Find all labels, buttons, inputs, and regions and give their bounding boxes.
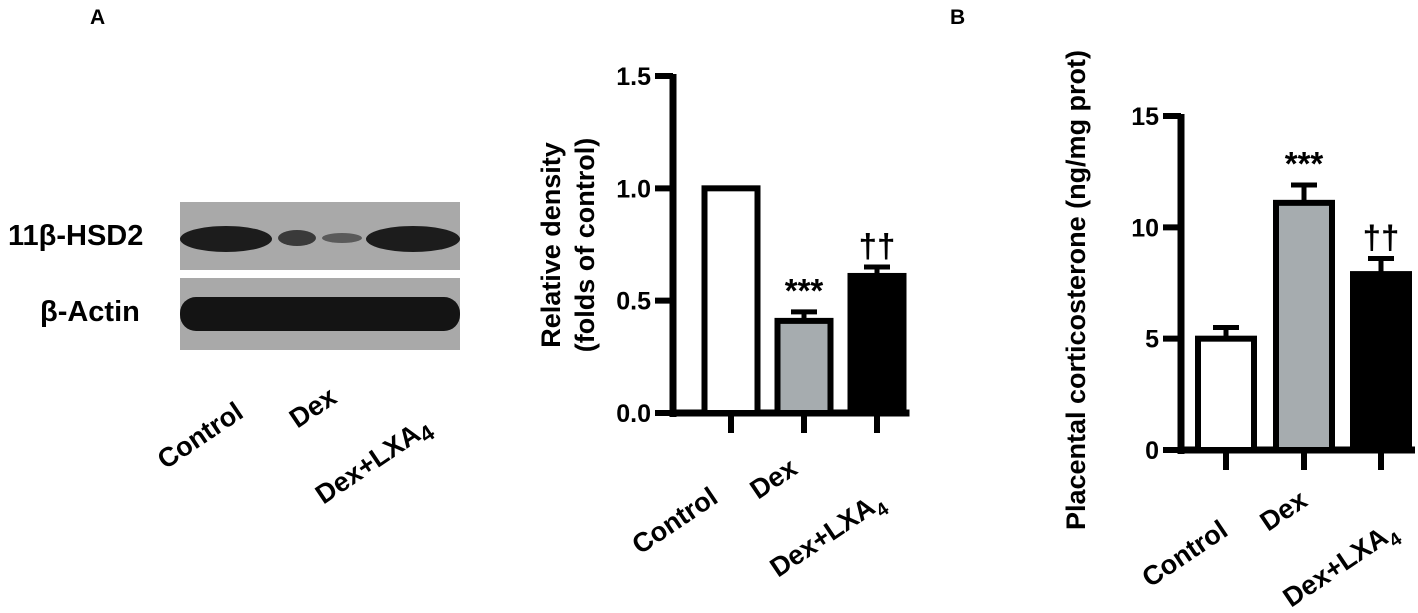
x-category-label: Dex xyxy=(1255,484,1313,537)
bar xyxy=(847,272,907,416)
y-axis-title-line: Placental corticosterone (ng/mg prot) xyxy=(1061,50,1091,530)
chart-placental-corticosterone: 0 5 10 15 *** †† Placental corticosterone (ng/… xyxy=(1061,50,1415,613)
x-category-label-text: Control xyxy=(1137,514,1233,593)
bar xyxy=(701,185,761,416)
panel-label-a: A xyxy=(90,6,106,29)
x-category-label-text: Dex+LXA xyxy=(765,491,881,583)
y-tick-label: 0 xyxy=(1145,437,1159,465)
y-axis-title-line: Relative density xyxy=(536,142,566,348)
x-category-label-text: Dex xyxy=(1255,484,1313,537)
blot-band xyxy=(366,226,460,252)
chart-relative-density: 0.0 0.5 1.0 1.5 *** †† Relative density (folds … xyxy=(536,63,910,589)
bar xyxy=(1273,199,1335,453)
y-axis-title: Placental corticosterone (ng/mg prot) xyxy=(1061,50,1091,530)
x-category-label: Dex+LXA4 xyxy=(1278,515,1407,613)
y-tick-label: 5 xyxy=(1145,326,1159,354)
y-tick-label: 10 xyxy=(1131,214,1159,242)
blot-band xyxy=(278,230,316,246)
blot-band xyxy=(180,226,272,252)
x-category-label: Control xyxy=(1137,514,1233,593)
panel-label-b: B xyxy=(950,6,966,29)
x-category-label: Control xyxy=(627,481,723,560)
bar xyxy=(1350,271,1412,453)
significance-label: *** xyxy=(785,272,824,309)
x-category-label-text: Control xyxy=(627,481,723,560)
blot-band-label-hsd2: 11β-HSD2 xyxy=(8,220,144,252)
bar xyxy=(774,317,834,416)
y-tick-label: 0.0 xyxy=(616,400,651,428)
x-category-label: Dex xyxy=(745,452,803,505)
y-axis-title-line: (folds of control) xyxy=(570,138,600,352)
blot-band xyxy=(180,297,460,331)
blot-strip-actin xyxy=(180,278,460,350)
y-tick-label: 1.5 xyxy=(616,63,651,91)
y-tick-label: 1.0 xyxy=(616,175,651,203)
significance-label: *** xyxy=(1285,145,1324,182)
significance-label: †† xyxy=(859,227,896,264)
y-axis-title: Relative density (folds of control) xyxy=(536,138,600,352)
y-tick-label: 15 xyxy=(1131,103,1159,131)
x-category-label-text: Dex+LXA xyxy=(1278,521,1394,613)
blot-strip-hsd2 xyxy=(180,202,460,270)
significance-label: †† xyxy=(1363,219,1400,256)
y-tick-label: 0.5 xyxy=(616,288,651,316)
bar xyxy=(1195,335,1257,453)
x-category-label: Dex+LXA4 xyxy=(765,485,894,589)
blot-band-label-actin: β-Actin xyxy=(40,296,140,328)
x-category-label-text: Dex xyxy=(745,452,803,505)
blot-band xyxy=(322,233,362,243)
